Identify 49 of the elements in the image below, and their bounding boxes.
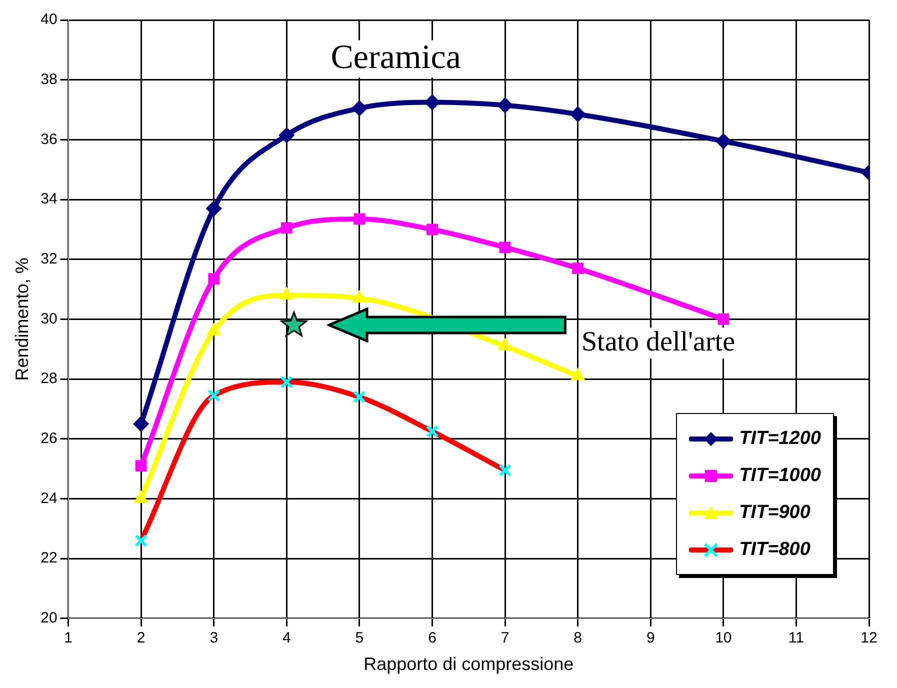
legend-label: TIT=900 xyxy=(739,502,810,524)
x-tick-label: 11 xyxy=(788,630,804,647)
x-tick-label: 2 xyxy=(136,630,146,647)
y-tick-label: 24 xyxy=(40,490,58,507)
legend-label: TIT=1000 xyxy=(739,464,821,486)
y-tick-label: 36 xyxy=(40,130,58,148)
x-tick-label: 3 xyxy=(210,630,218,647)
x-axis-title: Rapporto di compressione xyxy=(364,654,574,674)
point xyxy=(280,288,294,300)
y-tick-label: 28 xyxy=(40,370,58,388)
y-axis-title: Rendimento, % xyxy=(12,258,32,381)
point xyxy=(352,100,368,116)
y-tick-label: 20 xyxy=(40,610,58,627)
point xyxy=(135,460,147,472)
point xyxy=(499,242,511,254)
y-tick-label: 34 xyxy=(40,190,58,208)
point xyxy=(280,222,292,234)
point xyxy=(426,224,438,236)
point xyxy=(572,262,584,274)
point xyxy=(208,273,220,285)
x-tick-label: 6 xyxy=(428,630,436,647)
point xyxy=(354,213,366,225)
point xyxy=(716,133,732,149)
x-tick-label: 4 xyxy=(282,630,291,647)
y-tick-label: 22 xyxy=(40,550,58,567)
point xyxy=(718,314,730,325)
point xyxy=(352,290,366,303)
annotation: Stato dell'arte xyxy=(581,326,736,358)
legend-label: TIT=1200 xyxy=(739,428,821,450)
annotation: Ceramica xyxy=(330,38,461,76)
y-tick-label: 30 xyxy=(40,310,58,328)
y-tick-label: 38 xyxy=(40,70,58,88)
y-tick-label: 32 xyxy=(40,250,58,268)
point xyxy=(280,311,308,336)
point xyxy=(278,127,294,143)
x-tick-label: 8 xyxy=(574,630,582,647)
point xyxy=(497,98,513,114)
point xyxy=(206,200,222,216)
legend-label: TIT=800 xyxy=(739,538,810,560)
x-tick-label: 1 xyxy=(64,630,72,647)
point xyxy=(570,106,586,122)
x-tick-label: 12 xyxy=(860,630,878,647)
point xyxy=(133,416,149,432)
x-tick-label: 7 xyxy=(500,630,510,647)
x-tick-label: 5 xyxy=(355,630,364,647)
x-tick-label: 10 xyxy=(715,630,732,647)
y-tick-label: 40 xyxy=(40,11,58,28)
x-tick-label: 9 xyxy=(646,630,655,647)
y-tick-label: 26 xyxy=(40,430,58,448)
